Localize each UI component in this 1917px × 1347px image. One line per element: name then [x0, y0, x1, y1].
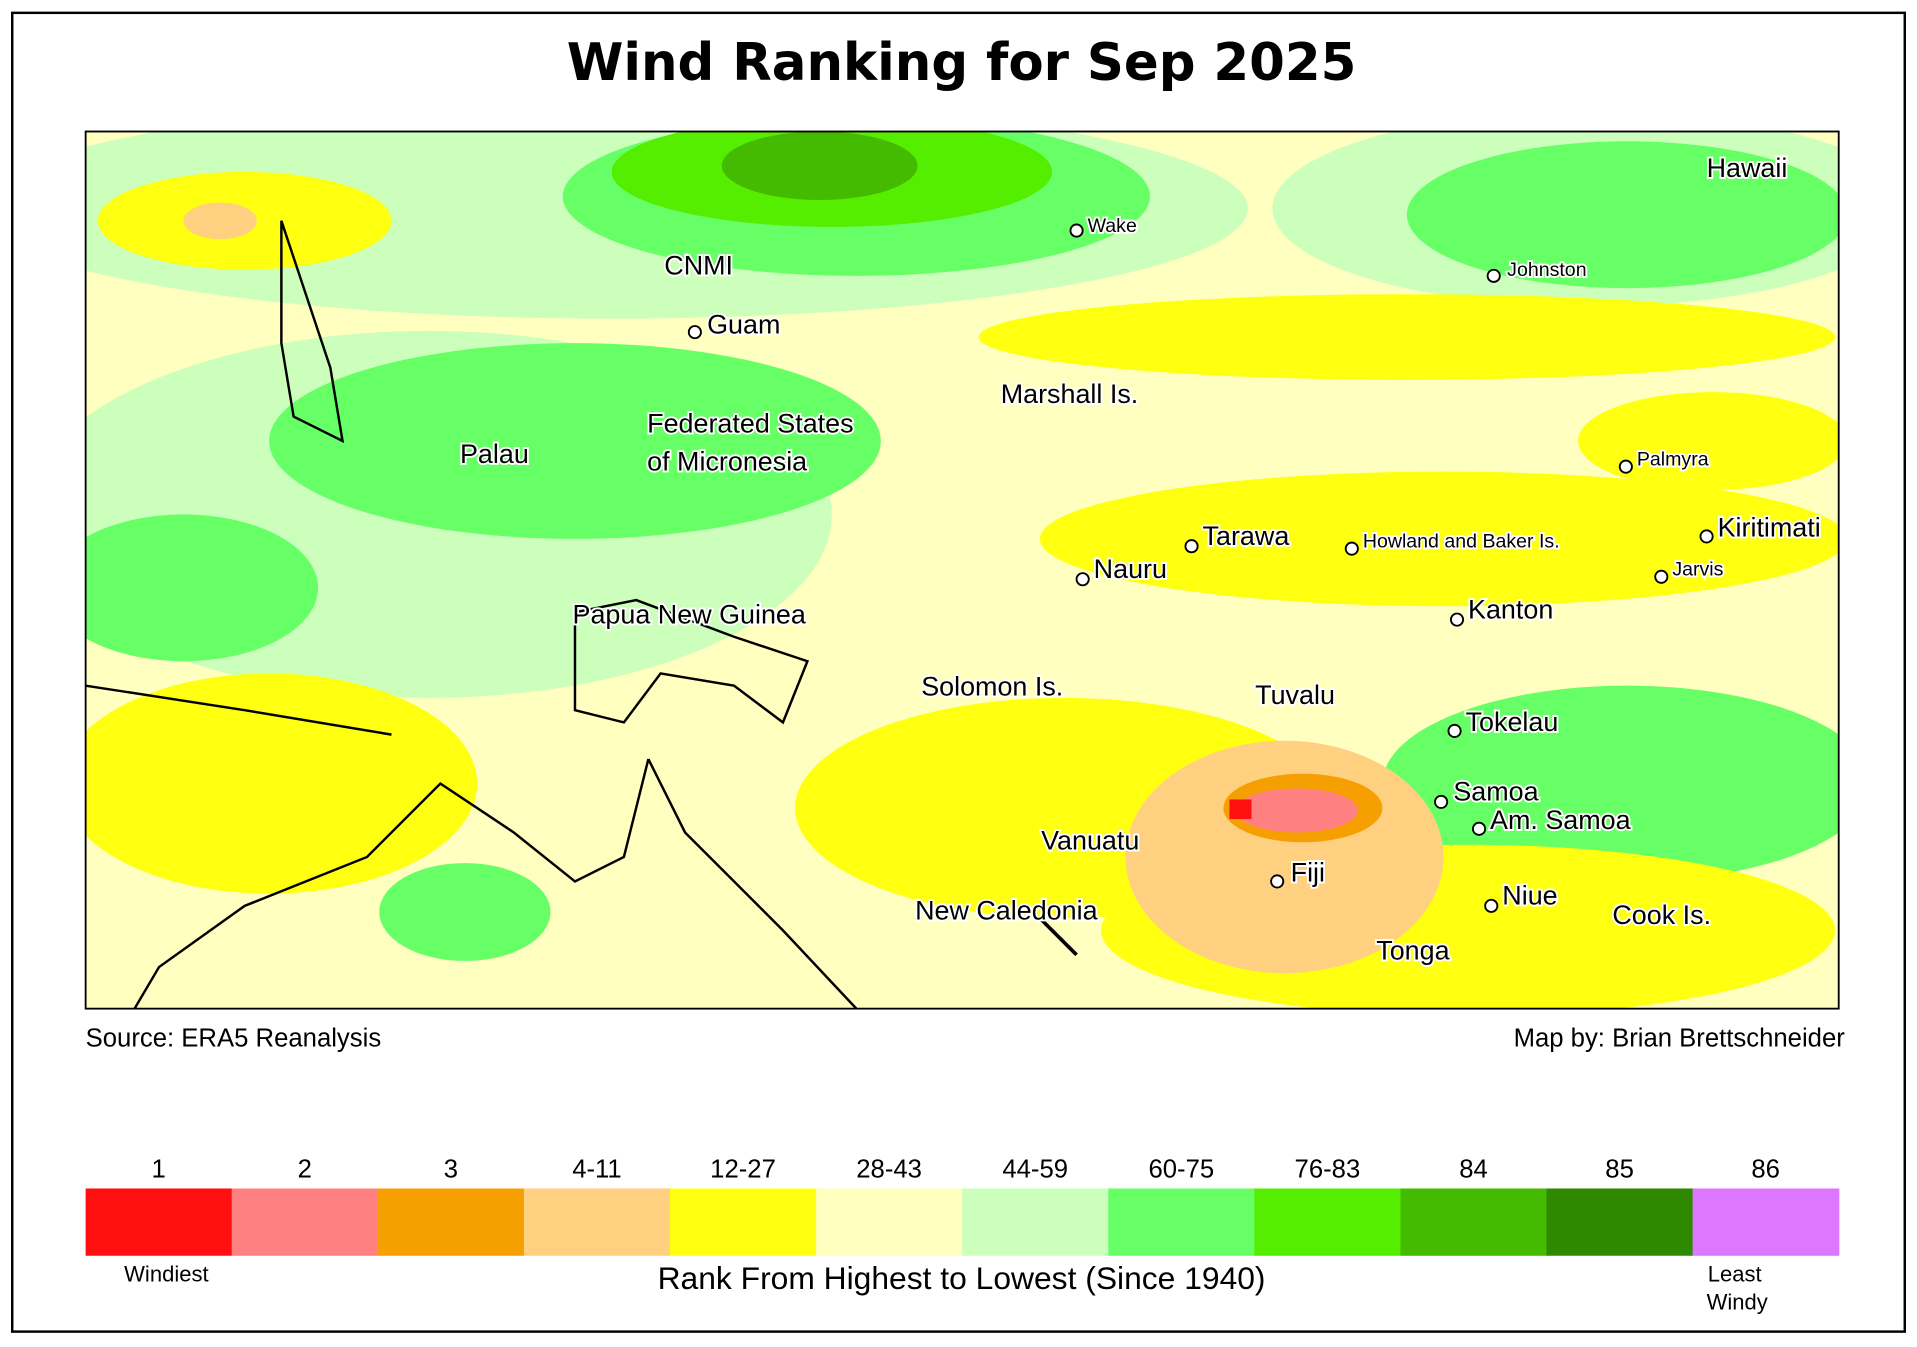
title: Wind Ranking for Sep 2025: [567, 33, 1357, 93]
legend-title: Rank From Highest to Lowest (Since 1940): [658, 1260, 1266, 1296]
place-label: Cook Is.: [1612, 900, 1711, 930]
place-label: New Caledonia: [915, 895, 1098, 925]
place-label: Samoa: [1453, 777, 1538, 807]
legend-swatch: [1546, 1188, 1694, 1256]
place-marker: [1618, 459, 1633, 474]
place-marker: [1472, 821, 1487, 836]
place-label: Hawaii: [1707, 153, 1788, 183]
credit: Map by: Brian Brettschneider: [1514, 1025, 1846, 1053]
legend-label: 60-75: [1148, 1155, 1214, 1183]
legend-swatch: [85, 1188, 233, 1256]
place-marker: [1449, 612, 1465, 627]
place-marker: [1447, 723, 1462, 738]
place-marker: [1270, 874, 1285, 889]
legend-swatch: [1108, 1188, 1255, 1256]
legend-label: 12-27: [710, 1155, 776, 1183]
place-label: Tonga: [1376, 936, 1449, 966]
place-label: Papua New Guinea: [573, 599, 806, 629]
place-marker: [1654, 569, 1669, 584]
place-label: Nauru: [1094, 554, 1167, 584]
place-label: Palmyra: [1637, 448, 1709, 470]
legend-label: 76-83: [1295, 1155, 1361, 1183]
place-marker: [1434, 794, 1449, 809]
place-label: Howland and Baker Is.: [1363, 530, 1560, 552]
legend-label: 2: [298, 1155, 312, 1183]
place-label: Palau: [460, 439, 529, 469]
legend-label: 3: [444, 1155, 458, 1183]
place-marker: [1486, 268, 1501, 283]
place-label: Guam: [707, 309, 780, 339]
place-label: Niue: [1502, 881, 1557, 911]
high-label: Least: [1708, 1261, 1762, 1286]
place-label: Tarawa: [1203, 521, 1290, 551]
place-label: Jarvis: [1672, 559, 1723, 581]
legend: 1 2 3 4-11 12-27 28-43 44-59 60-75 76-83 84 85 86: [85, 1155, 1840, 1256]
place-label: Fiji: [1291, 857, 1325, 887]
legend-swatch: [816, 1188, 963, 1256]
legend-label: 4-11: [572, 1155, 622, 1183]
place-marker: [687, 325, 702, 340]
map-border: [84, 130, 1840, 1010]
source: Source: ERA5 Reanalysis: [86, 1025, 382, 1053]
wind-map: [85, 131, 1839, 1009]
legend-label: 86: [1751, 1155, 1780, 1183]
place-marker: [1699, 529, 1714, 544]
place-label: Kiritimati: [1718, 512, 1821, 542]
legend-swatch: [231, 1188, 379, 1256]
legend-swatch: [523, 1188, 671, 1256]
legend-swatch: [962, 1188, 1109, 1256]
high-label: Windy: [1707, 1290, 1768, 1315]
place-label: Am. Samoa: [1490, 805, 1631, 835]
place-label: Wake: [1088, 215, 1137, 237]
legend-swatch: [1692, 1188, 1840, 1256]
legend-swatch: [1400, 1188, 1548, 1256]
place-label: Johnston: [1507, 259, 1586, 281]
place-label: Federated States: [647, 408, 853, 438]
place-labels: Wake CNMI Guam Johnston Hawaii Marshall Is. Fe…: [458, 151, 1822, 968]
low-label: Windiest: [124, 1261, 208, 1286]
legend-label: 85: [1605, 1155, 1634, 1183]
place-label: Marshall Is.: [1001, 379, 1139, 409]
legend-label: 84: [1459, 1155, 1488, 1183]
legend-swatch: [1254, 1188, 1402, 1256]
place-label: of Micronesia: [647, 446, 807, 476]
legend-label: 28-43: [856, 1155, 922, 1183]
place-label: Kanton: [1468, 594, 1553, 624]
place-label: Tuvalu: [1255, 680, 1335, 710]
place-marker: [1069, 223, 1084, 238]
place-marker: [1075, 572, 1090, 587]
legend-label: 44-59: [1002, 1155, 1068, 1183]
place-label: CNMI: [664, 251, 733, 281]
place-label: Vanuatu: [1041, 826, 1139, 856]
place-marker: [1484, 898, 1499, 913]
place-label: Solomon Is.: [921, 671, 1063, 701]
place-marker: [1184, 539, 1199, 554]
place-marker: [1344, 541, 1359, 556]
legend-label: 1: [152, 1155, 166, 1183]
place-label: Tokelau: [1466, 707, 1559, 737]
legend-swatch: [669, 1188, 817, 1256]
legend-swatch: [377, 1188, 525, 1256]
